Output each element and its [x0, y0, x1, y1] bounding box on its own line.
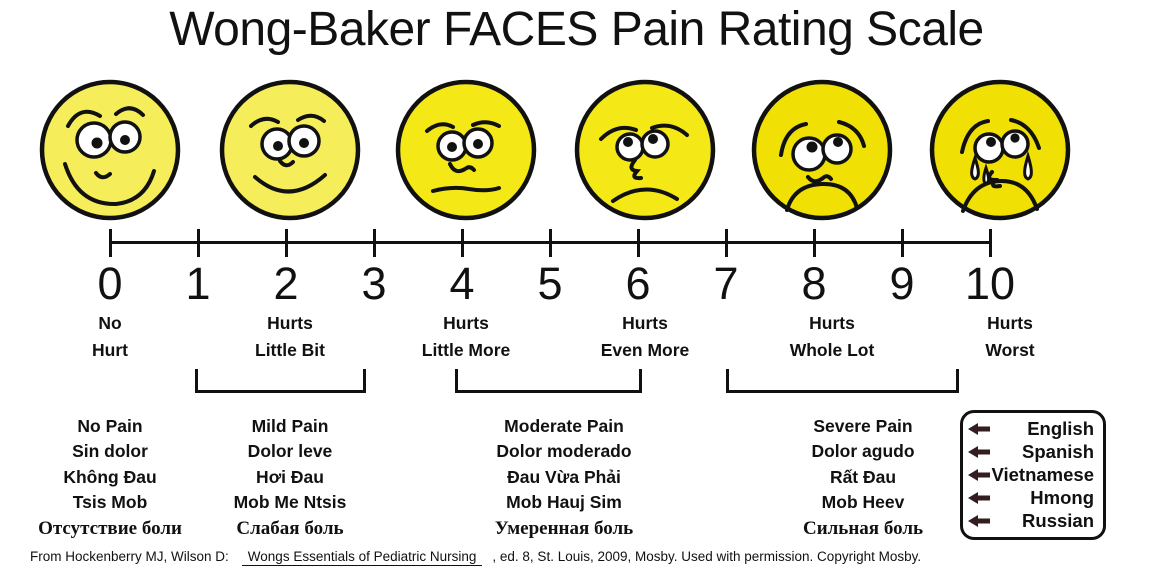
tick-4: [460, 229, 464, 257]
scale-number-6: 6: [625, 258, 651, 309]
left-arrow-icon: [968, 515, 990, 527]
translation-column-severe-pain: Severe Pain Dolor agudo Rất Đau Mob Heev…: [802, 416, 924, 539]
citation-prefix: From Hockenberry MJ, Wilson D:: [30, 549, 229, 564]
scale-number-4: 4: [449, 258, 475, 309]
legend-row-spanish: Spanish: [968, 441, 1094, 463]
scale-number-0: 0: [97, 258, 123, 309]
face-8-hurts-whole-lot-icon: [751, 79, 893, 221]
scale-number-7: 7: [713, 258, 739, 309]
bracket-mild-pain-range: [195, 369, 366, 393]
scale-number-8: 8: [801, 258, 827, 309]
pain-label-no-hurt: No Hurt: [92, 313, 128, 360]
citation-suffix: , ed. 8, St. Louis, 2009, Mosby. Used wi…: [492, 549, 922, 564]
left-arrow-icon: [968, 423, 990, 435]
bracket-moderate-pain-range: [455, 369, 642, 393]
face-0-no-hurt-icon: [39, 79, 181, 221]
face-6-hurts-even-more-icon: [574, 79, 716, 221]
translation-column-moderate-pain: Moderate Pain Dolor moderado Đau Vừa Phả…: [494, 416, 634, 539]
legend-language-label: English: [1027, 418, 1094, 439]
scale-number-2: 2: [273, 258, 299, 309]
legend-language-label: Spanish: [1022, 441, 1094, 462]
citation: From Hockenberry MJ, Wilson D: Wongs Esse…: [30, 549, 921, 566]
tick-6: [636, 229, 640, 257]
language-legend-box: English Spanish Vietnamese Hmong Russian: [960, 410, 1106, 540]
bracket-severe-pain-range: [726, 369, 959, 393]
scale-number-5: 5: [537, 258, 563, 309]
pain-label-hurts-little-bit: Hurts Little Bit: [255, 313, 325, 360]
legend-row-vietnamese: Vietnamese: [968, 464, 1094, 486]
scale-number-9: 9: [889, 258, 915, 309]
face-10-hurts-worst-icon: [929, 79, 1071, 221]
face-8-hurts-whole-lot: [750, 78, 894, 222]
face-4-hurts-little-more: [394, 78, 538, 222]
tick-10: [988, 229, 992, 257]
face-2-hurts-little-bit-icon: [219, 79, 361, 221]
face-0-no-hurt: [38, 78, 182, 222]
pain-label-hurts-whole-lot: Hurts Whole Lot: [789, 313, 875, 360]
tick-5: [548, 229, 552, 257]
face-6-hurts-even-more: [573, 78, 717, 222]
citation-book-title: Wongs Essentials of Pediatric Nursing: [241, 549, 483, 566]
scale-number-3: 3: [361, 258, 387, 309]
legend-language-label: Vietnamese: [991, 464, 1095, 485]
pain-label-hurts-even-more: Hurts Even More: [600, 313, 690, 360]
left-arrow-icon: [968, 446, 990, 458]
legend-language-label: Russian: [1022, 510, 1094, 531]
tick-8: [812, 229, 816, 257]
tick-3: [372, 229, 376, 257]
tear-icon: [970, 153, 980, 181]
legend-row-english: English: [968, 418, 1094, 440]
tick-2: [284, 229, 288, 257]
tick-0: [108, 229, 112, 257]
face-4-hurts-little-more-icon: [395, 79, 537, 221]
left-arrow-icon: [968, 469, 990, 481]
page-title: Wong-Baker FACES Pain Rating Scale: [169, 3, 984, 56]
left-arrow-icon: [968, 492, 990, 504]
legend-row-hmong: Hmong: [968, 487, 1094, 509]
face-2-hurts-little-bit: [218, 78, 362, 222]
tick-7: [724, 229, 728, 257]
legend-row-russian: Russian: [968, 510, 1094, 532]
face-10-hurts-worst: [928, 78, 1072, 222]
scale-number-10: 10: [964, 258, 1016, 309]
tear-icon: [1023, 150, 1033, 181]
scale-number-1: 1: [185, 258, 211, 309]
translation-column-no-pain: No Pain Sin dolor Không Đau Tsis Mob Отс…: [38, 416, 182, 539]
translation-column-mild-pain: Mild Pain Dolor leve Hơi Đau Mob Me Ntsi…: [233, 416, 347, 539]
pain-label-hurts-worst: Hurts Worst: [985, 313, 1035, 360]
legend-language-label: Hmong: [1030, 487, 1094, 508]
tick-9: [900, 229, 904, 257]
pain-label-hurts-little-more: Hurts Little More: [421, 313, 511, 360]
tick-1: [196, 229, 200, 257]
